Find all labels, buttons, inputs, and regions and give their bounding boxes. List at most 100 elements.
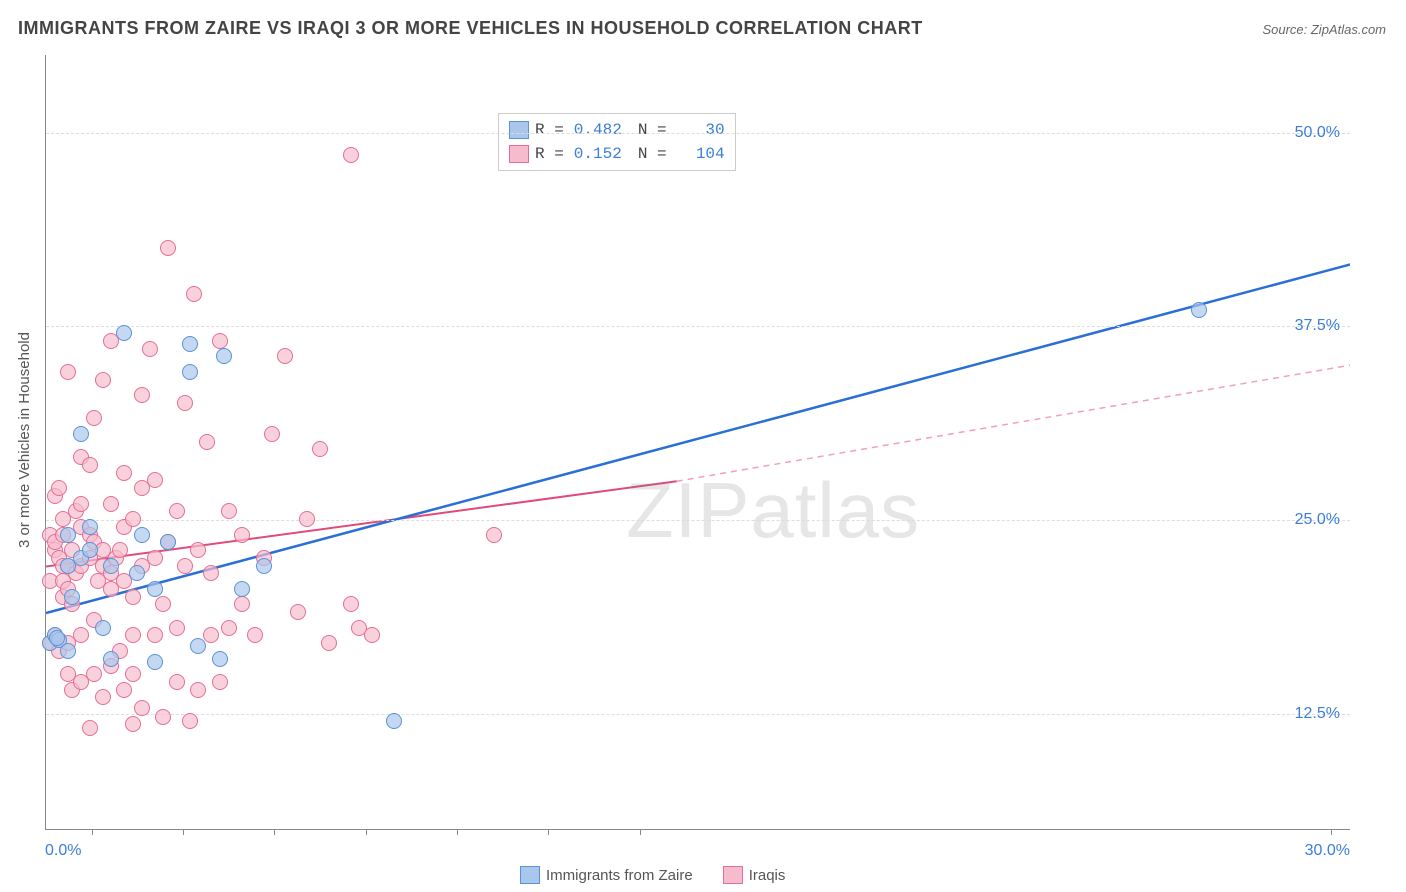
data-point (142, 341, 158, 357)
data-point (103, 558, 119, 574)
data-point (264, 426, 280, 442)
y-tick-label: 25.0% (1295, 511, 1340, 529)
data-point (64, 589, 80, 605)
data-point (125, 511, 141, 527)
data-point (343, 147, 359, 163)
legend-stat-row: R = 0.482 N = 30 (509, 118, 725, 142)
legend-r-value: 0.152 (570, 142, 622, 166)
x-tick (274, 829, 275, 835)
data-point (60, 643, 76, 659)
legend-n-label: N = (638, 118, 667, 142)
data-point (160, 240, 176, 256)
y-tick-label: 12.5% (1295, 705, 1340, 723)
data-point (177, 395, 193, 411)
gridline (46, 520, 1350, 521)
data-point (103, 496, 119, 512)
legend-series-label: Immigrants from Zaire (546, 867, 693, 884)
gridline (46, 714, 1350, 715)
legend-swatch (509, 145, 529, 163)
x-tick (548, 829, 549, 835)
data-point (169, 674, 185, 690)
data-point (86, 410, 102, 426)
data-point (129, 565, 145, 581)
data-point (203, 565, 219, 581)
data-point (125, 627, 141, 643)
data-point (82, 519, 98, 535)
data-point (221, 620, 237, 636)
data-point (73, 496, 89, 512)
data-point (147, 654, 163, 670)
chart-title: IMMIGRANTS FROM ZAIRE VS IRAQI 3 OR MORE… (18, 18, 923, 39)
legend-n-value: 104 (673, 142, 725, 166)
data-point (112, 542, 128, 558)
data-point (177, 558, 193, 574)
y-tick-label: 37.5% (1295, 317, 1340, 335)
data-point (116, 682, 132, 698)
legend-series-item: Immigrants from Zaire (520, 866, 693, 884)
data-point (299, 511, 315, 527)
data-point (212, 674, 228, 690)
data-point (343, 596, 359, 612)
data-point (212, 333, 228, 349)
data-point (60, 527, 76, 543)
x-tick (1331, 829, 1332, 835)
legend-swatch (509, 121, 529, 139)
x-axis-min-label: 0.0% (45, 842, 81, 860)
x-tick (457, 829, 458, 835)
legend-swatch (723, 866, 743, 884)
data-point (147, 472, 163, 488)
data-point (234, 527, 250, 543)
data-point (190, 542, 206, 558)
data-point (169, 620, 185, 636)
legend-r-label: R = (535, 118, 564, 142)
data-point (203, 627, 219, 643)
plot-area: ZIPatlas R = 0.482 N = 30 R = 0.152 N = … (45, 55, 1350, 830)
data-point (321, 635, 337, 651)
data-point (199, 434, 215, 450)
data-point (190, 638, 206, 654)
data-point (190, 682, 206, 698)
data-point (160, 534, 176, 550)
legend-stat-row: R = 0.152 N = 104 (509, 142, 725, 166)
legend-series: Immigrants from ZaireIraqis (520, 866, 785, 884)
data-point (73, 426, 89, 442)
data-point (290, 604, 306, 620)
data-point (147, 627, 163, 643)
data-point (186, 286, 202, 302)
data-point (312, 441, 328, 457)
data-point (364, 627, 380, 643)
data-point (95, 372, 111, 388)
data-point (82, 720, 98, 736)
data-point (212, 651, 228, 667)
data-point (95, 620, 111, 636)
watermark: ZIPatlas (626, 465, 920, 556)
data-point (51, 480, 67, 496)
y-tick-label: 50.0% (1295, 124, 1340, 142)
legend-swatch (520, 866, 540, 884)
data-point (86, 666, 102, 682)
gridline (46, 133, 1350, 134)
data-point (247, 627, 263, 643)
data-point (95, 689, 111, 705)
legend-r-label: R = (535, 142, 564, 166)
data-point (60, 364, 76, 380)
data-point (82, 457, 98, 473)
data-point (486, 527, 502, 543)
x-tick (183, 829, 184, 835)
data-point (82, 542, 98, 558)
data-point (125, 666, 141, 682)
data-point (116, 325, 132, 341)
data-point (155, 596, 171, 612)
data-point (73, 627, 89, 643)
data-point (134, 527, 150, 543)
data-point (155, 709, 171, 725)
data-point (182, 713, 198, 729)
gridline (46, 326, 1350, 327)
data-point (134, 700, 150, 716)
x-tick (640, 829, 641, 835)
data-point (116, 465, 132, 481)
data-point (125, 589, 141, 605)
x-tick (366, 829, 367, 835)
legend-n-label: N = (638, 142, 667, 166)
data-point (147, 550, 163, 566)
